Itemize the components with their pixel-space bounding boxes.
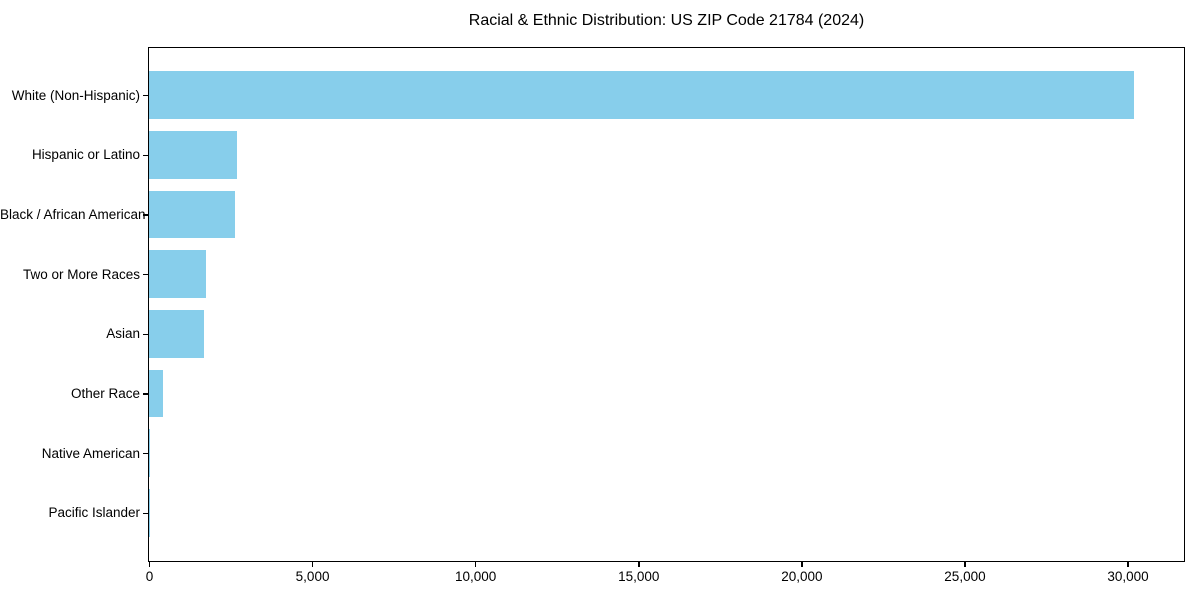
y-axis-label-other-race: Other Race <box>70 386 140 401</box>
bar-asian <box>149 309 205 358</box>
y-tick-mark <box>143 512 148 515</box>
x-axis-tick-label-20000: 20,000 <box>781 569 823 584</box>
bar-hispanic-or-latino <box>149 130 237 179</box>
bar-two-or-more-races <box>149 250 207 299</box>
bar-black-african-american <box>149 190 236 239</box>
y-tick-mark <box>143 154 148 157</box>
bar-white-non-hispanic <box>149 71 1135 119</box>
x-axis-tick-label-0: 0 <box>145 569 154 584</box>
x-tick-mark <box>148 562 151 567</box>
bar-other-race <box>149 369 164 418</box>
x-tick-mark <box>638 562 640 567</box>
x-tick-mark <box>801 562 803 567</box>
y-tick-mark <box>143 94 148 97</box>
x-tick-mark <box>474 562 477 567</box>
plot-area <box>148 47 1185 562</box>
y-axis-label-asian: Asian <box>106 326 140 342</box>
y-tick-mark <box>143 333 148 336</box>
y-tick-mark <box>143 214 148 216</box>
y-axis-label-pacific-islander: Pacific Islander <box>48 505 140 521</box>
y-axis-label-white-non-hispanic: White (Non-Hispanic) <box>11 87 140 103</box>
x-tick-mark <box>964 562 966 567</box>
y-tick-mark <box>143 273 148 276</box>
x-axis-tick-label-5000: 5,000 <box>295 569 330 584</box>
y-tick-mark <box>143 452 148 455</box>
y-axis-label-black-african-american: Black / African American <box>0 206 146 222</box>
x-axis-tick-label-25000: 25,000 <box>944 569 986 584</box>
chart-title: Racial & Ethnic Distribution: US ZIP Cod… <box>468 12 865 29</box>
y-axis-label-hispanic-or-latino: Hispanic or Latino <box>31 147 140 163</box>
x-axis-tick-label-15000: 15,000 <box>618 569 660 584</box>
y-axis-label-two-or-more-races: Two or More Races <box>22 266 140 282</box>
y-axis-label-native-american: Native American <box>41 445 140 461</box>
x-tick-mark <box>311 562 314 567</box>
x-tick-mark <box>1127 562 1129 567</box>
x-axis-tick-label-10000: 10,000 <box>455 569 497 584</box>
x-axis-tick-label-30000: 30,000 <box>1107 569 1149 584</box>
y-tick-mark <box>143 393 148 395</box>
